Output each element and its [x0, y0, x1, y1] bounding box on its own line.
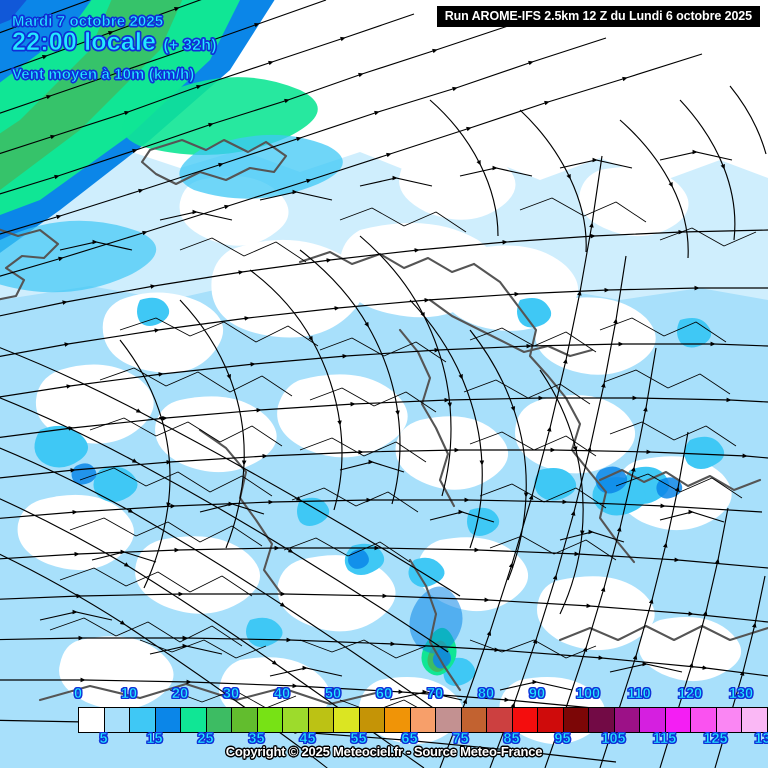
model-run-banner: Run AROME-IFS 2.5km 12 Z du Lundi 6 octo…	[436, 6, 760, 27]
